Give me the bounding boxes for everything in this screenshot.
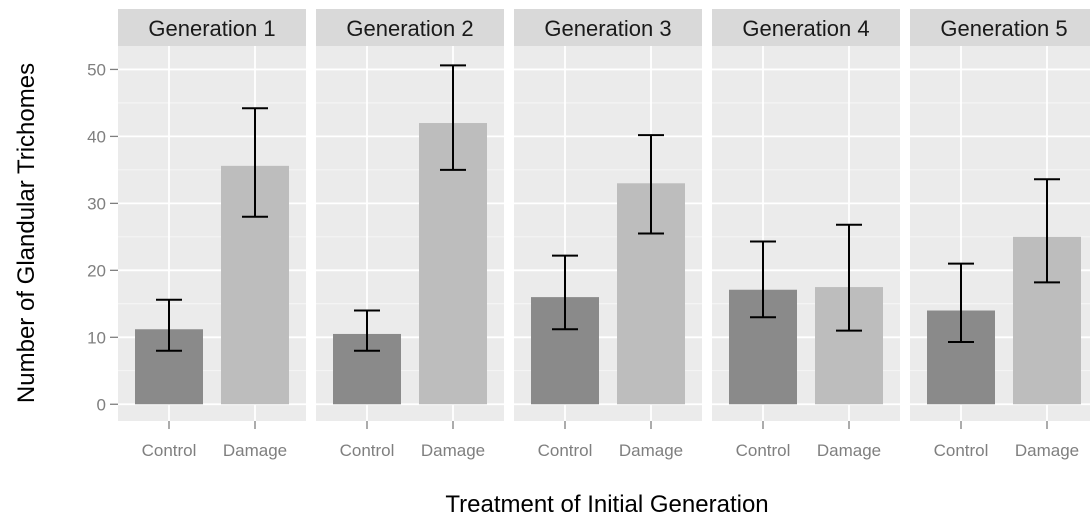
x-tick-label: Damage — [817, 441, 881, 460]
y-tick-label: 0 — [97, 395, 106, 414]
y-tick-label: 50 — [87, 60, 106, 79]
facet-strip — [118, 9, 306, 46]
facet-strip-label: Generation 2 — [346, 16, 473, 41]
facet-panel: Generation 4 Control Damage — [712, 9, 900, 460]
facet-strip-label: Generation 1 — [148, 16, 275, 41]
x-tick-label: Damage — [619, 441, 683, 460]
y-tick-label: 20 — [87, 261, 106, 280]
facet-panel: Generation 1 Control Damage — [118, 9, 306, 460]
facet-strip-label: Generation 3 — [544, 16, 671, 41]
y-tick-label: 30 — [87, 194, 106, 213]
facet-strip — [910, 9, 1090, 46]
facet-strip — [514, 9, 702, 46]
y-axis: 0 10 20 30 40 50 — [87, 60, 118, 414]
facet-strip-label: Generation 4 — [742, 16, 869, 41]
y-axis-title: Number of Glandular Trichomes — [13, 63, 40, 403]
facet-strip — [712, 9, 900, 46]
x-tick-label: Damage — [421, 441, 485, 460]
y-tick-label: 10 — [87, 328, 106, 347]
x-tick-label: Control — [538, 441, 593, 460]
facet-strip-label: Generation 5 — [940, 16, 1067, 41]
facet-strip — [316, 9, 504, 46]
x-tick-label: Control — [736, 441, 791, 460]
x-tick-label: Damage — [223, 441, 287, 460]
facet-panels: Generation 1 Control Damage Generation 2 Con… — [118, 9, 1090, 460]
x-tick-label: Control — [142, 441, 197, 460]
x-tick-label: Control — [340, 441, 395, 460]
x-tick-label: Damage — [1015, 441, 1079, 460]
facet-panel: Generation 2 Control Damage — [316, 9, 504, 460]
facet-panel: Generation 3 Control Damage — [514, 9, 702, 460]
y-tick-label: 40 — [87, 127, 106, 146]
x-axis-title: Treatment of Initial Generation — [445, 491, 768, 518]
x-tick-label: Control — [934, 441, 989, 460]
facet-panel: Generation 5 Control Damage — [910, 9, 1090, 460]
